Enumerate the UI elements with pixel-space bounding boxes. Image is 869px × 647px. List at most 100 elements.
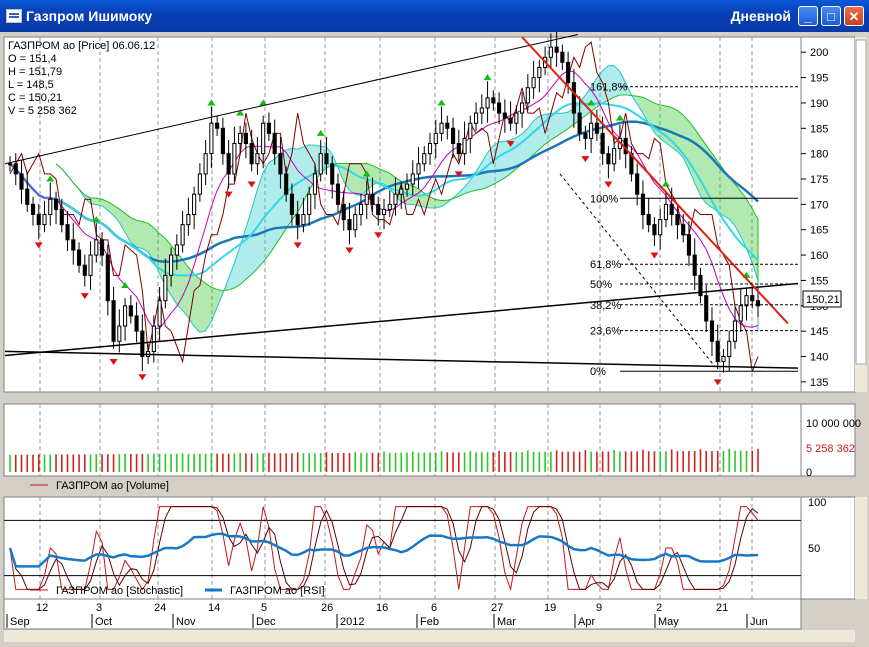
maximize-button[interactable]: □ [821, 6, 841, 26]
fib-level-label: 161,8% [590, 82, 628, 94]
candle-body [203, 153, 208, 175]
candle-body [686, 234, 692, 256]
upper-channel-line [4, 33, 579, 165]
candle-body [48, 198, 53, 216]
cloud-segment [481, 152, 488, 190]
candle-body [99, 239, 105, 256]
oscillator-panel [3, 496, 802, 600]
cloud-segment [562, 112, 569, 133]
candle-body [36, 214, 41, 226]
cloud-segment [752, 208, 758, 281]
candle-body [30, 203, 36, 216]
candle-body [226, 153, 231, 175]
candle-body [646, 214, 651, 226]
cloud-segment [619, 71, 626, 96]
candle-body [738, 305, 743, 322]
price-axis-label: 155 [810, 275, 828, 287]
cloud-segment [136, 220, 143, 249]
price-axis-label: 165 [810, 225, 828, 237]
date-axis-day-label: 21 [716, 602, 728, 614]
candle-body [502, 112, 507, 119]
date-axis-month-label: 2012 [340, 616, 364, 628]
window-title: Газпром Ишимоку [26, 8, 153, 24]
date-axis-month-label: Oct [95, 616, 112, 628]
cloud-segment [677, 110, 684, 158]
buy-arrow-icon [437, 99, 446, 106]
candle-body [410, 173, 415, 185]
candle-body [635, 173, 640, 195]
buy-arrow-icon [236, 109, 245, 116]
candle-body [364, 193, 369, 205]
price-scroll-thumb[interactable] [855, 39, 867, 365]
sell-arrow-icon [650, 252, 659, 259]
candle-body [65, 224, 70, 241]
candle-body [715, 340, 720, 363]
candles [7, 32, 761, 373]
sell-arrow-icon [454, 171, 463, 178]
candle-body [387, 203, 392, 210]
date-axis-day-label: 2 [656, 602, 662, 614]
cloud-segment [602, 65, 609, 104]
candle-body [295, 214, 300, 226]
cloud-segment [130, 217, 137, 248]
close-button[interactable]: ✕ [844, 6, 864, 26]
candle-body [157, 300, 162, 327]
candle-body [681, 224, 686, 236]
cloud-segment [349, 163, 356, 195]
sell-arrow-icon [604, 181, 613, 188]
candle-body [180, 224, 185, 246]
candle-body [554, 46, 559, 53]
buy-arrow-icon [661, 180, 670, 187]
sell-arrow-icon [713, 379, 722, 386]
horizontal-scrollbar[interactable] [4, 630, 855, 642]
candle-body [272, 132, 277, 155]
candle-body [197, 173, 202, 195]
price-axis-label: 170 [810, 199, 828, 211]
cloud-segment [499, 141, 505, 182]
price-current-box [802, 290, 842, 308]
candle-body [255, 153, 260, 165]
fib-level-label: 0% [590, 366, 606, 378]
candle-body [307, 193, 312, 215]
buy-arrow-icon [207, 99, 216, 106]
candle-body [468, 122, 473, 139]
volume-bars [9, 448, 759, 472]
title-bar[interactable]: Газпром Ишимоку Дневной _ □ ✕ [0, 0, 869, 32]
senkou-span-a-line [55, 65, 759, 333]
cloud-segment [723, 169, 730, 220]
candle-body [404, 183, 410, 190]
buy-arrow-icon [92, 216, 101, 223]
oscillator-scrollbar[interactable] [855, 497, 867, 599]
cloud-segment [614, 65, 620, 98]
candle-body [600, 132, 605, 155]
cloud-segment [637, 96, 643, 114]
candle-body [232, 143, 237, 175]
cloud-segment [274, 153, 281, 247]
senkou-span-b-line [55, 94, 759, 292]
candle-body [117, 325, 122, 342]
fib-anchor-line [559, 173, 716, 367]
candle-body [284, 173, 289, 195]
cloud-segment [642, 97, 649, 124]
cloud-segment [746, 199, 753, 263]
price-axis-label: 200 [810, 47, 828, 59]
candle-body [508, 117, 513, 124]
price-axis-label: 140 [810, 352, 828, 364]
candle-body [169, 254, 174, 276]
cloud-segment [205, 283, 212, 331]
volume-axis-label: 10 000 000 [806, 418, 861, 430]
candle-body [450, 127, 456, 144]
price-axis-label: 175 [810, 174, 828, 186]
cloud-segment [711, 153, 718, 212]
volume-axis-label: 0 [806, 467, 812, 479]
candle-body [7, 163, 13, 166]
cloud-segment [717, 161, 724, 216]
candle-body [548, 46, 553, 58]
minimize-button[interactable]: _ [798, 6, 818, 26]
cloud-segment [257, 172, 264, 269]
candle-body [732, 320, 738, 342]
candle-body [381, 208, 387, 216]
cloud-segment [194, 274, 200, 333]
red-downtrend-line [521, 36, 789, 325]
cloud-segment [522, 128, 528, 165]
